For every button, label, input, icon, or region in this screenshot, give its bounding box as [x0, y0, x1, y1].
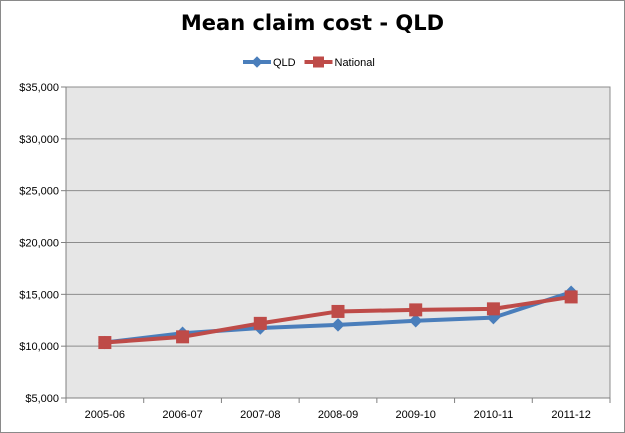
data-point-square — [253, 316, 267, 330]
data-point-diamond — [409, 314, 423, 328]
legend-marker-square — [313, 56, 324, 68]
y-tick-label: $35,000 — [19, 82, 59, 94]
x-tick-label: 2005-06 — [85, 409, 125, 421]
x-tick-label: 2011-12 — [551, 409, 591, 421]
data-point-square — [409, 303, 423, 317]
chart-title: Mean claim cost - QLD — [180, 11, 445, 35]
x-tick-label: 2009-10 — [396, 409, 436, 421]
series-group — [98, 285, 578, 350]
data-point-square — [486, 302, 500, 316]
data-point-square — [176, 330, 190, 344]
data-point-square — [331, 304, 345, 318]
legend: QLD National — [243, 56, 375, 69]
legend-label: QLD — [273, 57, 296, 69]
y-tick-label: $30,000 — [19, 134, 59, 146]
data-point-square — [98, 336, 112, 350]
x-tick-label: 2008-09 — [318, 409, 358, 421]
y-tick-label: $5,000 — [25, 393, 59, 405]
x-tick-label: 2007-08 — [240, 409, 280, 421]
y-tick-label: $20,000 — [19, 238, 59, 250]
series-national — [98, 290, 578, 350]
axes: $5,000 $10,000 $15,000 $20,000 $25,000 $30,00… — [19, 82, 611, 421]
legend-item-national: National — [304, 56, 375, 69]
legend-item-qld: QLD — [243, 56, 296, 69]
y-tick-label: $15,000 — [19, 289, 59, 301]
y-tick-label: $10,000 — [19, 341, 59, 353]
data-point-diamond — [331, 318, 345, 332]
legend-label: National — [335, 57, 375, 69]
x-tick-label: 2010-11 — [474, 409, 514, 421]
data-point-square — [564, 290, 578, 304]
y-tick-label: $25,000 — [19, 186, 59, 198]
legend-marker-diamond — [251, 56, 263, 68]
x-tick-label: 2006-07 — [162, 409, 202, 421]
